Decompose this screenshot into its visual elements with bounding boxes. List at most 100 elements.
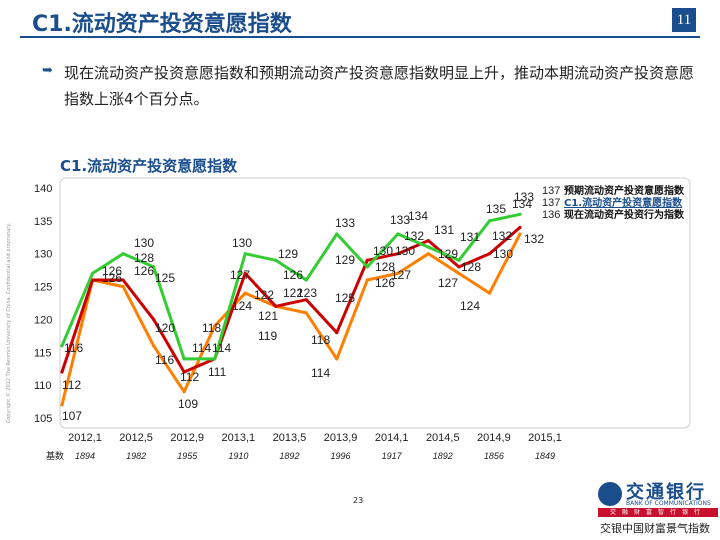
- bank-logo: 交通银行 BANK OF COMMUNICATIONS 交融财富智行银行: [598, 478, 718, 518]
- data-label-15: 111: [208, 365, 227, 379]
- page-title: C1.流动资产投资意愿指数: [32, 12, 292, 37]
- series-2-point-7: [274, 258, 278, 262]
- data-label-49: 134: [512, 197, 532, 211]
- series-lines: [60, 212, 522, 407]
- series-0-point-0: [60, 403, 64, 407]
- data-label-2: 116: [64, 341, 83, 355]
- data-label-12: 114: [192, 341, 211, 355]
- series-2-point-11: [396, 232, 400, 236]
- data-label-38: 127: [391, 268, 411, 282]
- series-1-point-14: [487, 252, 492, 256]
- sample-size-9: 1849: [535, 451, 555, 461]
- x-tick-label-6: 2014,1: [375, 432, 409, 444]
- series-2-point-3: [152, 265, 156, 269]
- series-1-point-8: [304, 298, 308, 302]
- data-label-27: 118: [311, 333, 330, 347]
- sample-size-3: 1910: [228, 451, 248, 461]
- series-1-point-13: [457, 265, 461, 269]
- series-0-point-6: [243, 291, 247, 295]
- data-label-32: 133: [390, 213, 410, 227]
- data-label-29: 133: [335, 216, 355, 230]
- series-0-point-8: [304, 311, 308, 315]
- series-line-0: [60, 233, 522, 406]
- data-label-40: 131: [434, 223, 454, 237]
- y-tick-label-3: 120: [34, 314, 52, 326]
- data-label-48: 133: [514, 190, 534, 204]
- series-1-point-15: [518, 225, 522, 230]
- series-1-point-7: [274, 304, 278, 308]
- series-0-point-3: [152, 344, 156, 348]
- data-label-20: 129: [278, 247, 298, 261]
- series-2-point-0: [60, 344, 64, 348]
- series-0-point-13: [457, 271, 461, 276]
- end-label-1: 137: [542, 197, 560, 209]
- data-label-17: 130: [232, 236, 252, 250]
- series-0-point-14: [487, 291, 492, 295]
- series-0-point-5: [213, 324, 217, 328]
- series-2-point-14: [487, 219, 492, 223]
- report-name: 交银中国财富景气指数: [600, 522, 710, 535]
- legend-label-1: C1.流动资产投资意愿指数: [564, 196, 683, 209]
- data-label-39: 126: [375, 276, 395, 290]
- sample-size-4: 1892: [279, 451, 299, 461]
- x-tick-label-8: 2014,9: [477, 432, 511, 444]
- series-2-point-6: [243, 252, 247, 256]
- series-1-point-3: [152, 317, 156, 322]
- legend-label-0: 预期流动资产投资意愿指数: [564, 184, 685, 197]
- y-tick-label-1: 110: [34, 380, 52, 392]
- page-number: 23: [353, 496, 364, 505]
- x-tick-label-0: 2012,1: [68, 432, 102, 444]
- bank-name-cn: 交通银行: [626, 482, 706, 503]
- data-label-0: 107: [62, 409, 82, 423]
- x-tick-label-3: 2013,1: [222, 432, 256, 444]
- sample-size-0: 1894: [75, 451, 95, 461]
- data-label-41: 131: [460, 230, 480, 244]
- end-label-2: 136: [542, 209, 560, 221]
- data-label-16: 109: [178, 397, 198, 411]
- series-2-point-15: [518, 212, 522, 216]
- y-tick-label-6: 135: [34, 216, 52, 228]
- legend-label-2: 现在流动资产投资行为指数: [564, 208, 685, 221]
- data-label-26: 119: [258, 329, 277, 343]
- series-1-point-2: [121, 278, 125, 282]
- series-0-point-12: [426, 252, 430, 256]
- series-1-point-0: [60, 370, 64, 374]
- data-label-25: 122: [283, 286, 303, 300]
- bullet-arrow-icon: ➥: [42, 63, 53, 78]
- plot-area: [59, 177, 691, 429]
- sample-row-label: 基数: [46, 450, 64, 462]
- data-label-44: 127: [438, 276, 458, 290]
- x-tick-label-7: 2014,5: [426, 432, 460, 444]
- data-label-45: 124: [460, 299, 480, 313]
- series-0-point-9: [335, 357, 339, 361]
- series-1-point-4: [182, 370, 186, 374]
- y-tick-label-2: 115: [34, 347, 52, 359]
- series-2-point-10: [365, 265, 369, 269]
- data-label-4: 126: [102, 271, 122, 285]
- data-label-19: 124: [232, 299, 252, 313]
- data-label-13: 114: [212, 341, 231, 355]
- data-label-9: 120: [155, 321, 175, 335]
- bank-name-en: BANK OF COMMUNICATIONS: [626, 500, 711, 507]
- series-1-point-9: [335, 330, 339, 335]
- y-tick-label-5: 130: [34, 249, 52, 261]
- sample-size-2: 1955: [177, 451, 198, 461]
- bank-emblem-icon: [598, 482, 622, 506]
- series-1-point-1: [90, 278, 95, 282]
- data-label-36: 132: [404, 229, 424, 243]
- series-0-point-4: [182, 390, 186, 394]
- series-2-point-8: [304, 278, 308, 282]
- series-line-2: [60, 212, 521, 361]
- end-label-0: 137: [542, 185, 560, 197]
- data-label-23: 121: [258, 309, 278, 323]
- data-label-7: 126: [134, 264, 154, 278]
- x-axis: 2012,1 1894 2012,5 1982 2012,9 1955 2013,1 1910…: [46, 432, 562, 462]
- page-badge: 11: [672, 8, 696, 32]
- series-1-point-11: [396, 252, 400, 256]
- series-2-point-1: [90, 271, 95, 276]
- y-tick-label-7: 140: [34, 183, 52, 195]
- data-label-10: 116: [155, 353, 174, 367]
- data-label-18: 127: [230, 268, 250, 282]
- x-tick-label-9: 2015,1: [528, 432, 562, 444]
